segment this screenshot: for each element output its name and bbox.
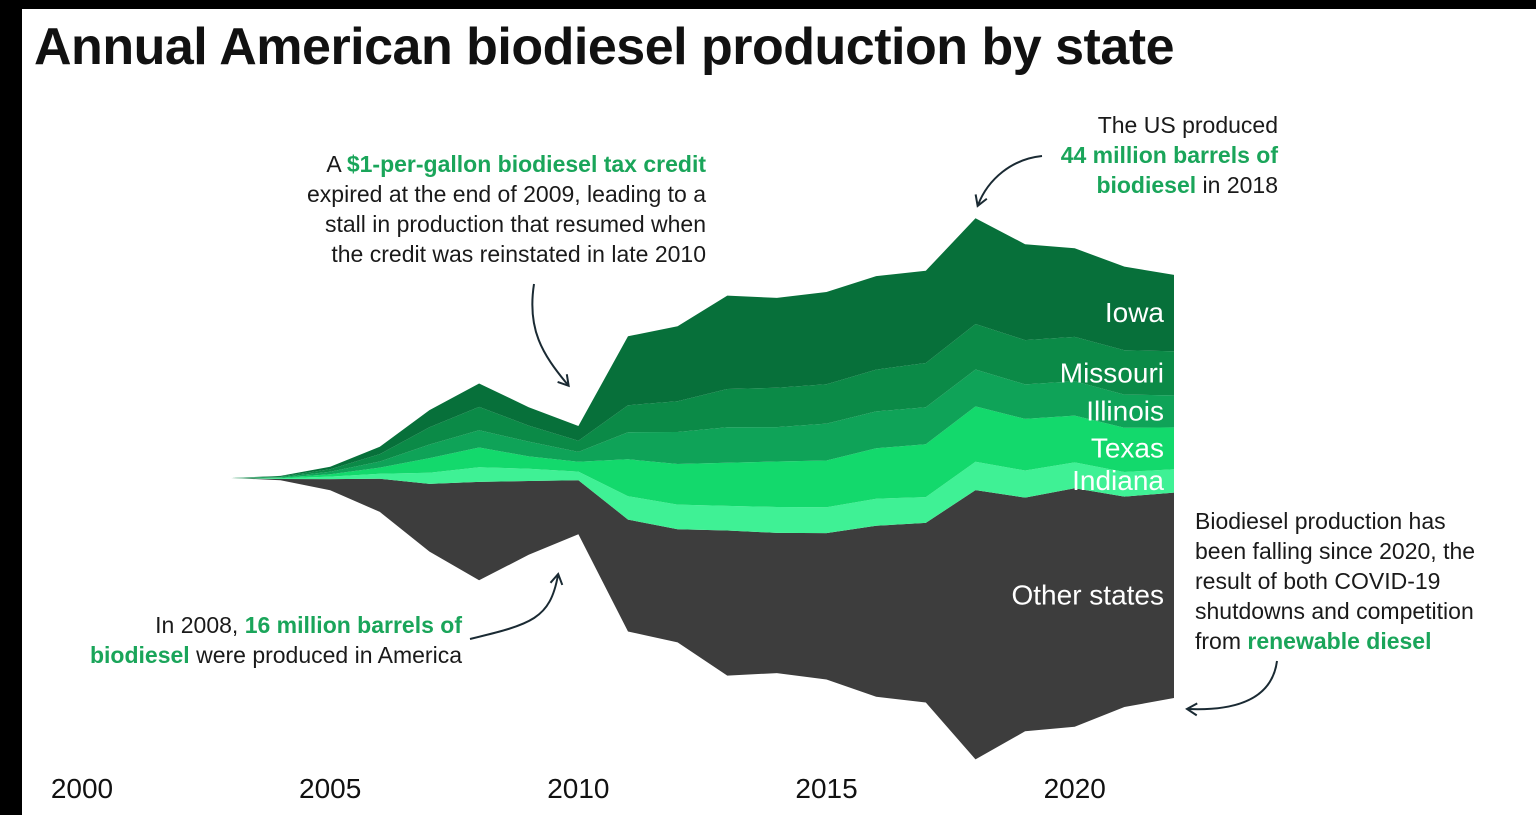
series-label-missouri: Missouri xyxy=(1060,357,1164,388)
x-tick-label: 2010 xyxy=(547,773,609,804)
year-2008-arrow xyxy=(469,572,564,640)
area-missouri xyxy=(82,324,1174,478)
x-tick-label: 2020 xyxy=(1044,773,1106,804)
falling-annotation: Biodiesel production has been falling si… xyxy=(1195,508,1476,654)
chart-title: Annual American biodiesel production by … xyxy=(34,18,1174,76)
x-tick-label: 2005 xyxy=(299,773,361,804)
peak-2018-annotation: The US produced 44 million barrels of bi… xyxy=(1060,112,1278,198)
tax-credit-annotation: A $1-per-gallon biodiesel tax credit exp… xyxy=(307,151,706,267)
series-label-illinois: Illinois xyxy=(1086,395,1164,426)
x-tick-label: 2015 xyxy=(795,773,857,804)
tax-credit-arrow xyxy=(531,283,570,388)
chart-page: Annual American biodiesel production by … xyxy=(22,9,1536,815)
series-label-other-states: Other states xyxy=(1011,579,1164,610)
series-label-indiana: Indiana xyxy=(1072,465,1164,496)
area-iowa xyxy=(82,218,1174,478)
area-indiana xyxy=(82,461,1174,534)
area-layers xyxy=(82,218,1174,760)
series-label-iowa: Iowa xyxy=(1105,297,1165,328)
x-tick-label: 2000 xyxy=(51,773,113,804)
falling-arrow xyxy=(1185,660,1278,717)
area-texas xyxy=(82,406,1174,508)
year-2008-annotation: In 2008, 16 million barrels of biodiesel… xyxy=(89,612,462,668)
series-label-texas: Texas xyxy=(1091,432,1164,463)
peak-arrow xyxy=(974,155,1043,208)
area-other-states xyxy=(82,478,1174,760)
area-illinois xyxy=(82,369,1174,478)
x-axis: 2000 2005 2010 2015 2020 xyxy=(51,773,1106,804)
